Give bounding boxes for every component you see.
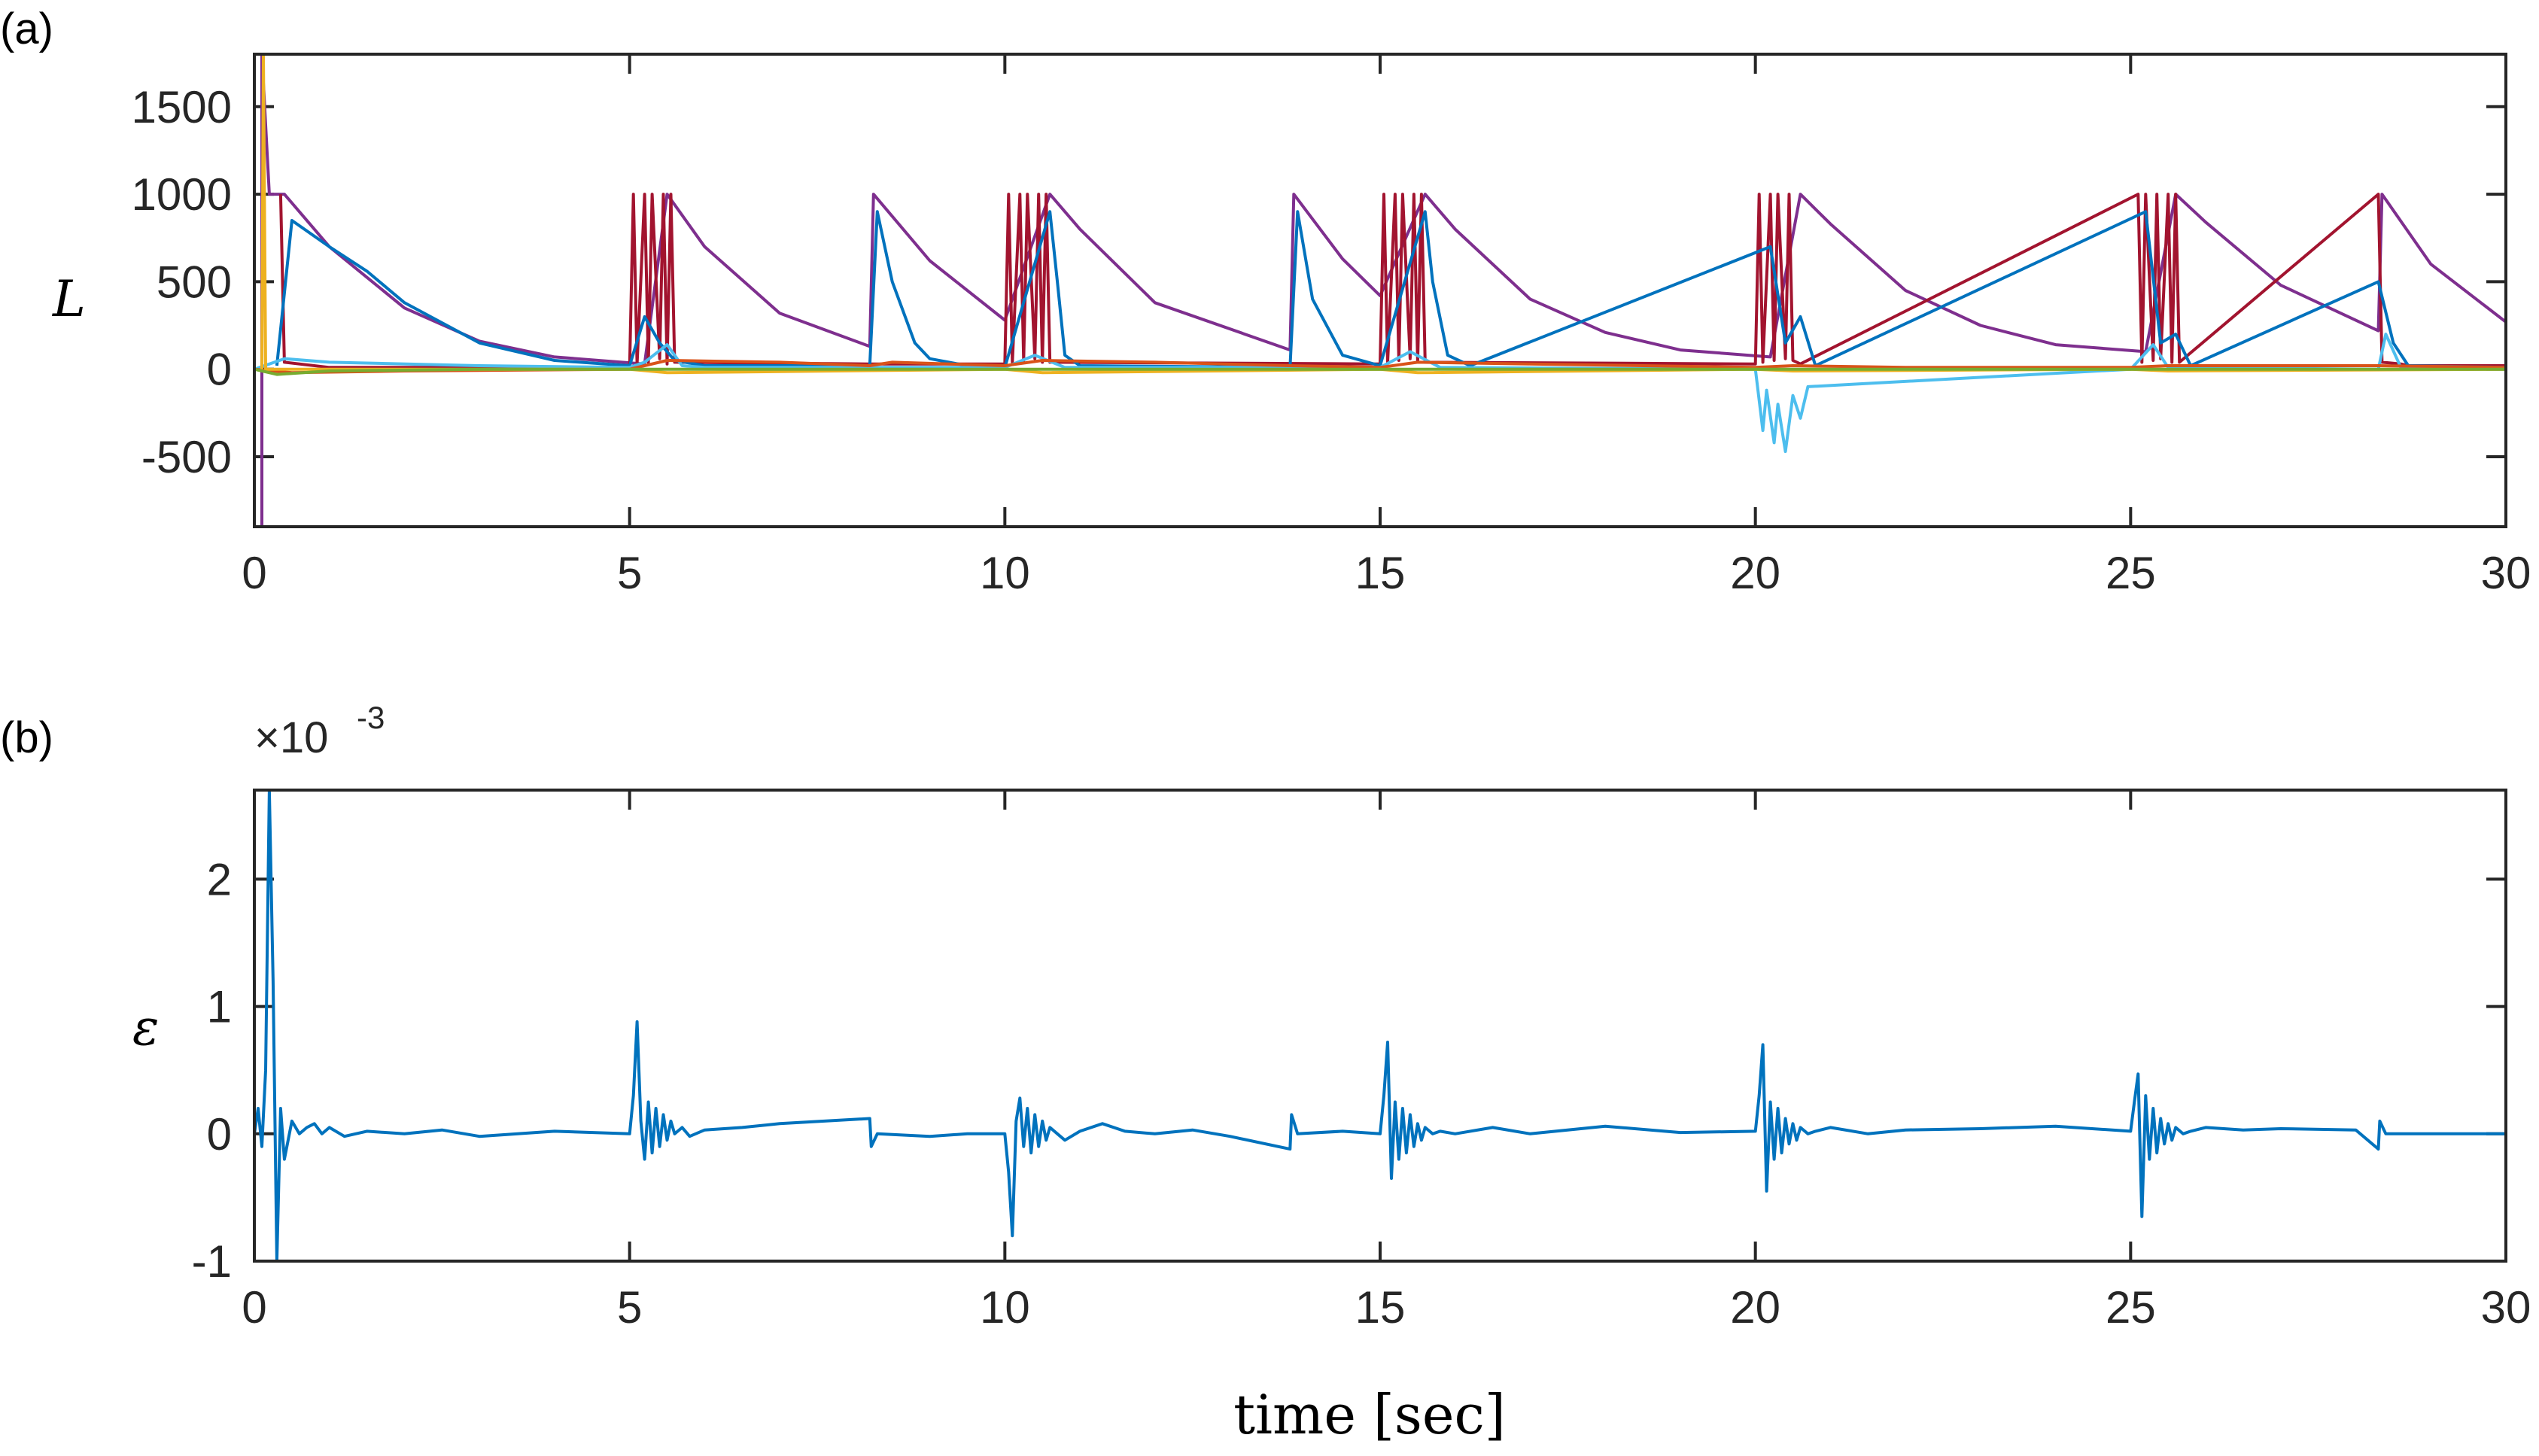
panel-a: (a) L 0 5 10 15 20 25 30 -500 0 500 1000 1500 bbox=[0, 5, 2531, 598]
ytick-label: 0 bbox=[207, 1109, 232, 1160]
series-line-green bbox=[254, 367, 2506, 376]
xtick-label: 10 bbox=[980, 1282, 1030, 1333]
series-line-epsilon bbox=[254, 790, 2506, 1261]
ytick-label: 0 bbox=[207, 345, 232, 395]
panel-a-label: (a) bbox=[0, 5, 53, 53]
panel-a-series bbox=[254, 54, 2506, 527]
ytick-label: 1000 bbox=[132, 169, 232, 220]
ytick-label: 1500 bbox=[132, 82, 232, 132]
xtick-label: 15 bbox=[1355, 1282, 1406, 1333]
xtick-label: 25 bbox=[2106, 1282, 2156, 1333]
xtick-label: 25 bbox=[2106, 548, 2156, 598]
series-line-dark-red bbox=[278, 193, 2506, 369]
xtick-label: 10 bbox=[980, 548, 1030, 598]
xtick-label: 30 bbox=[2481, 548, 2531, 598]
series-line-orange bbox=[254, 359, 2506, 375]
panel-b-exponent-base: ×10 bbox=[254, 713, 328, 762]
ytick-label: 1 bbox=[207, 982, 232, 1032]
panel-b: (b) ×10 -3 ε time [sec] 0 5 10 15 20 25 30-101… bbox=[0, 700, 2531, 1446]
panel-b-exponent-power: -3 bbox=[357, 700, 385, 735]
panel-a-ylabel: L bbox=[52, 270, 86, 328]
xtick-label: 20 bbox=[1730, 548, 1780, 598]
panel-b-axes-frame bbox=[253, 789, 2507, 1263]
panel-b-ylabel: ε bbox=[132, 999, 159, 1056]
panel-b-xlabel: time [sec] bbox=[1233, 1383, 1506, 1446]
xtick-label: 0 bbox=[242, 1282, 266, 1333]
xtick-label: 5 bbox=[617, 548, 642, 598]
panel-a-ticks: 0 5 10 15 20 25 30 -500 0 500 1000 1500 bbox=[132, 54, 2531, 598]
ytick-label: -500 bbox=[141, 432, 232, 482]
ytick-label: 500 bbox=[157, 257, 232, 307]
ytick-label: -1 bbox=[192, 1236, 232, 1287]
xtick-label: 30 bbox=[2481, 1282, 2531, 1333]
panel-a-axes-frame bbox=[253, 53, 2507, 528]
xtick-label: 0 bbox=[242, 548, 266, 598]
panel-b-label: (b) bbox=[0, 713, 53, 762]
xtick-label: 5 bbox=[617, 1282, 642, 1333]
xtick-label: 20 bbox=[1730, 1282, 1780, 1333]
xtick-label: 15 bbox=[1355, 548, 1406, 598]
panel-b-series bbox=[254, 790, 2506, 1261]
ytick-label: 2 bbox=[207, 854, 232, 904]
